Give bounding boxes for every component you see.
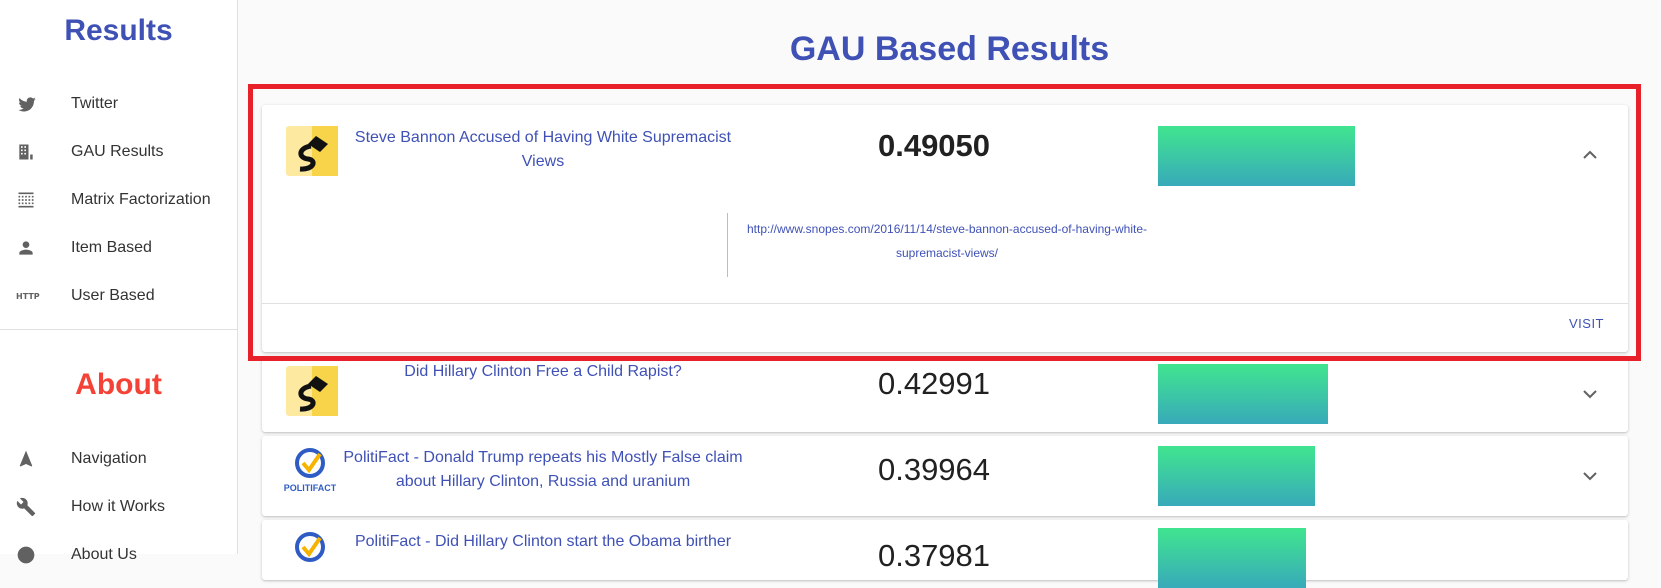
sidebar-item-how-it-works[interactable]: How it Works (0, 484, 237, 530)
sidebar-item-label: Twitter (71, 95, 119, 112)
page-title: GAU Based Results (789, 30, 1110, 68)
politifact-logo-icon (284, 530, 336, 580)
navigation-icon (0, 449, 71, 469)
politifact-logo-text: POLITIFACT (284, 483, 336, 493)
result-card[interactable]: PolitiFact - Did Hillary Clinton start t… (262, 520, 1628, 588)
chevron-up-icon[interactable] (1578, 143, 1602, 167)
sidebar-item-item-based[interactable]: Item Based (0, 225, 237, 271)
twitter-icon (0, 94, 71, 114)
about-title: About (75, 368, 162, 401)
svg-text:HTTP: HTTP (16, 292, 40, 301)
snopes-logo-icon (286, 366, 338, 416)
sidebar-item-label: About Us (71, 546, 137, 563)
person-icon (0, 238, 71, 258)
result-title-link[interactable]: Steve Bannon Accused of Having White Sup… (354, 129, 732, 170)
grid-icon (0, 190, 71, 210)
sidebar: Results Twitter GAU Results Matrix Facto… (0, 0, 238, 564)
result-url-link[interactable]: http://www.snopes.com/2016/11/14/steve-b… (746, 222, 1147, 260)
chevron-down-icon[interactable] (1578, 464, 1602, 488)
http-icon: HTTP (0, 289, 71, 303)
sidebar-item-label: How it Works (71, 498, 165, 515)
sidebar-item-twitter[interactable]: Twitter (0, 81, 237, 127)
score-bar (1158, 528, 1306, 588)
results-title: Results (64, 14, 173, 47)
card-actions-divider (262, 303, 1628, 304)
result-title-link[interactable]: PolitiFact - Did Hillary Clinton start t… (354, 533, 732, 550)
sidebar-divider (0, 329, 237, 330)
sidebar-item-gau-results[interactable]: GAU Results (0, 129, 237, 175)
result-card[interactable]: POLITIFACT PolitiFact - Donald Trump rep… (262, 436, 1628, 516)
info-icon (0, 545, 71, 565)
result-score: 0.42991 (877, 366, 991, 401)
snopes-logo-icon (286, 126, 338, 176)
result-score: 0.49050 (877, 128, 991, 163)
sidebar-item-label: GAU Results (71, 143, 164, 160)
score-bar (1158, 364, 1328, 424)
result-title-link[interactable]: PolitiFact - Donald Trump repeats his Mo… (343, 449, 743, 490)
wrench-icon (0, 497, 71, 517)
score-bar (1158, 126, 1355, 186)
score-bar (1158, 446, 1315, 506)
sidebar-item-label: Matrix Factorization (71, 191, 211, 208)
sidebar-item-label: User Based (71, 287, 155, 304)
vertical-divider (727, 213, 728, 277)
chevron-down-icon[interactable] (1578, 382, 1602, 406)
sidebar-item-label: Item Based (71, 239, 152, 256)
result-card-expanded: Steve Bannon Accused of Having White Sup… (262, 105, 1628, 352)
sidebar-item-matrix-factorization[interactable]: Matrix Factorization (0, 177, 237, 223)
politifact-logo-icon: POLITIFACT (284, 446, 337, 496)
result-card[interactable]: Did Hillary Clinton Free a Child Rapist?… (262, 356, 1628, 432)
sidebar-item-user-based[interactable]: HTTP User Based (0, 273, 237, 319)
sidebar-item-about-us[interactable]: About Us (0, 532, 237, 578)
sidebar-item-navigation[interactable]: Navigation (0, 436, 237, 482)
building-icon (0, 142, 71, 162)
visit-button[interactable]: VISIT (1568, 316, 1604, 331)
sidebar-item-label: Navigation (71, 450, 147, 467)
result-score: 0.39964 (877, 452, 991, 487)
result-title-link[interactable]: Did Hillary Clinton Free a Child Rapist? (404, 363, 682, 380)
result-score: 0.37981 (877, 538, 991, 573)
